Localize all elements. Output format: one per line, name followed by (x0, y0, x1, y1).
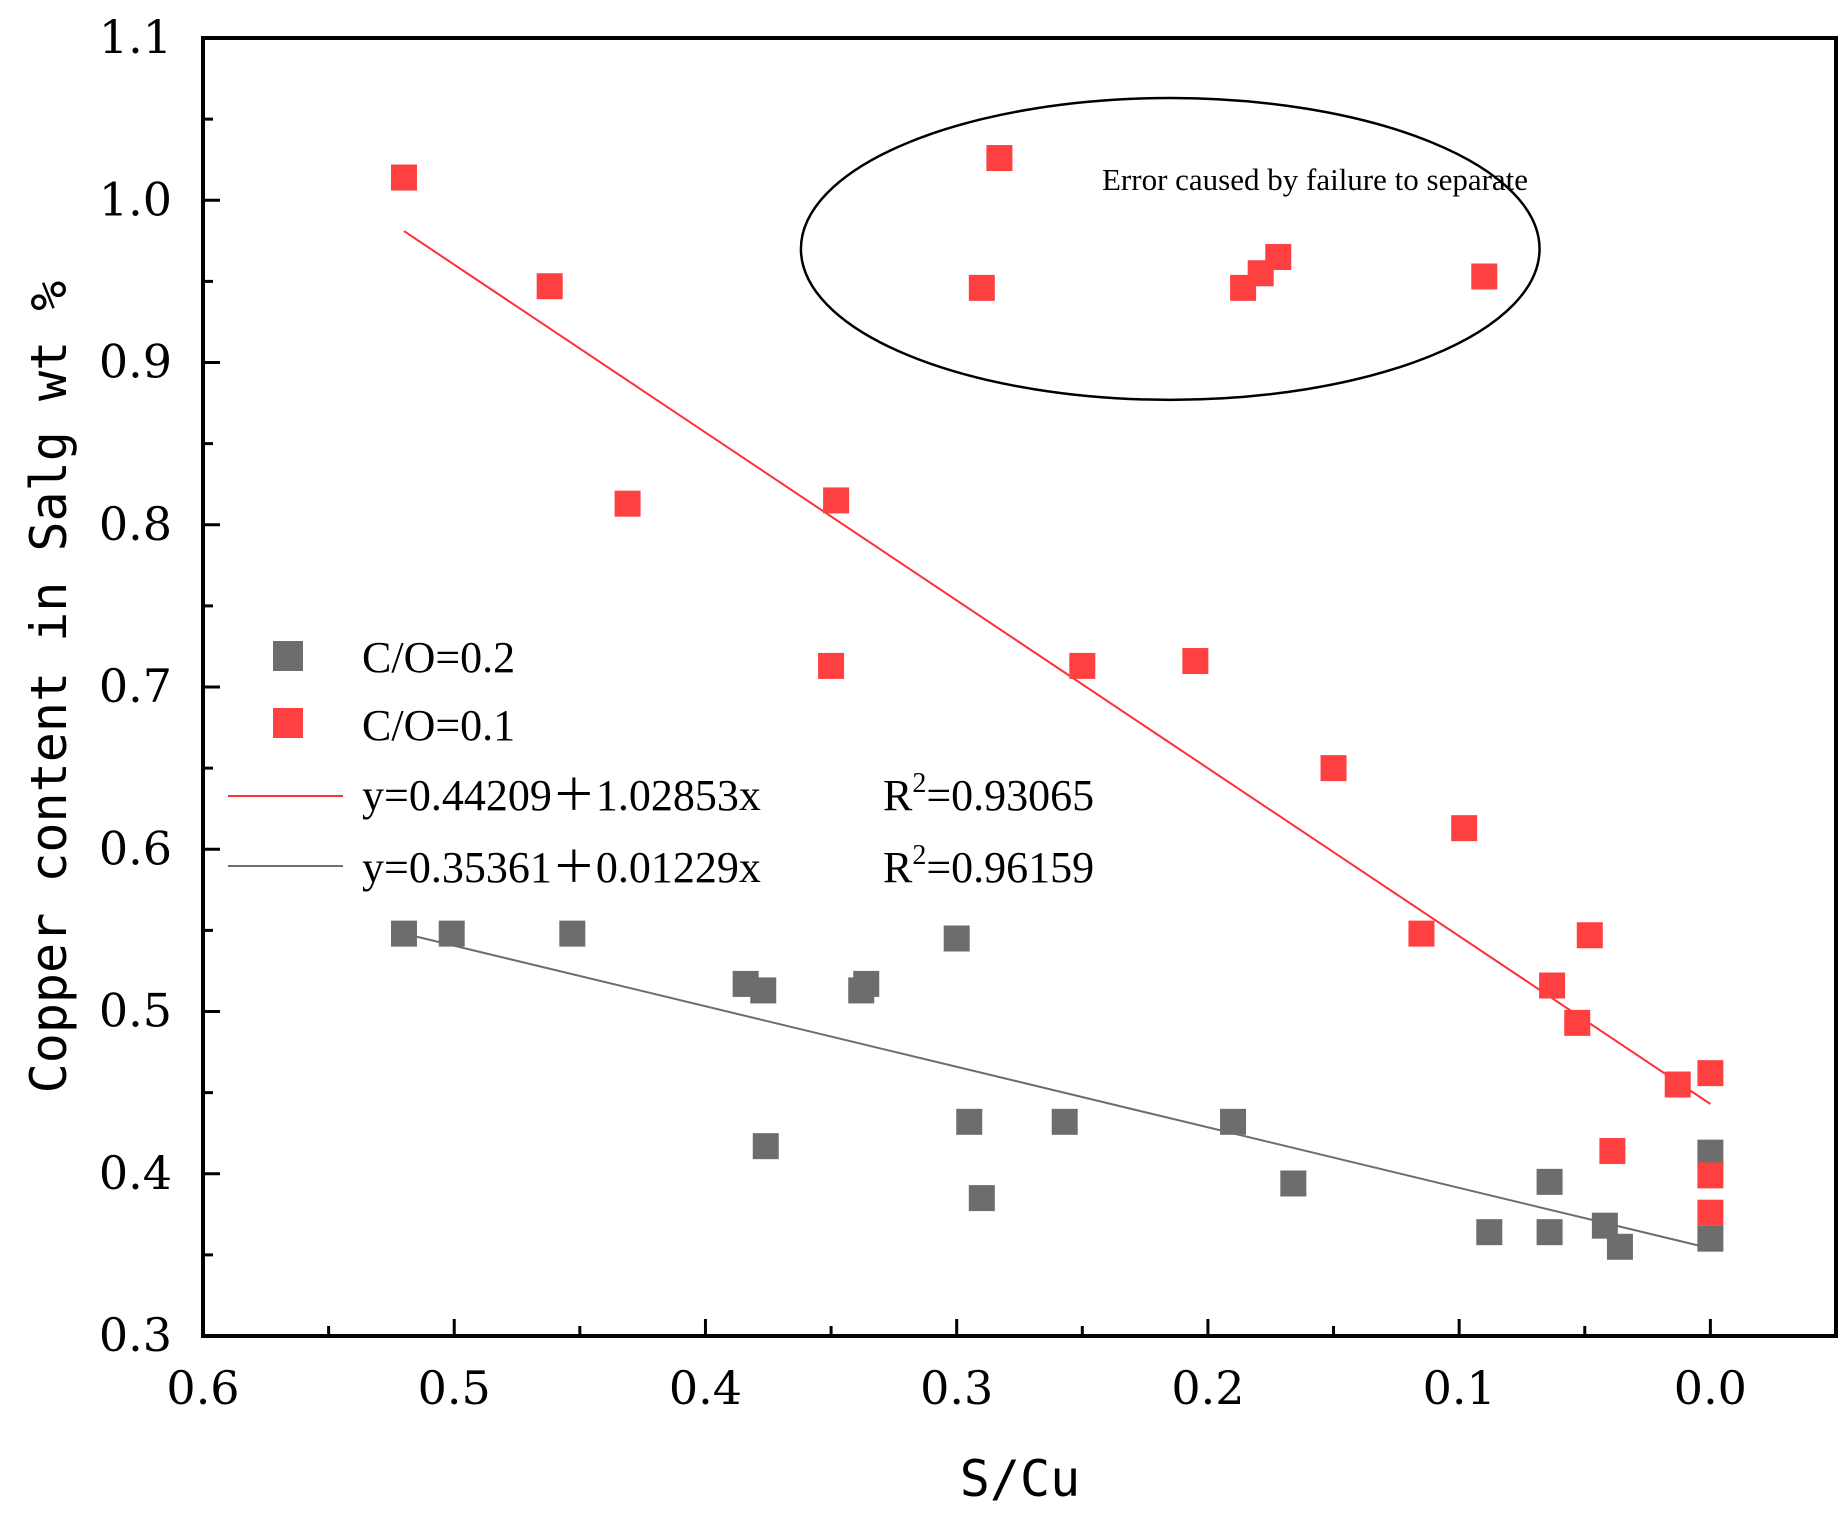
y-tick-label: 0.5 (99, 984, 172, 1038)
y-axis-title: Copper content in Salg wt % (20, 281, 78, 1094)
y-tick-label: 0.6 (99, 821, 172, 875)
y-tick-label: 0.9 (99, 335, 172, 389)
data-point-red (968, 274, 995, 301)
data-point-gray (390, 920, 417, 947)
data-point-red (1320, 755, 1347, 782)
legend-label-gray: C/O=0.2 (362, 633, 515, 682)
data-point-gray (1280, 1170, 1307, 1197)
data-point-red (1697, 1199, 1724, 1226)
x-tick-label: 0.3 (920, 1361, 993, 1415)
data-point-gray (752, 1133, 779, 1160)
legend-fit-equation-gray: y=0.35361＋0.01229x (362, 843, 761, 892)
series-red-points (390, 145, 1724, 1226)
x-tick-label: 0.6 (166, 1361, 239, 1415)
data-point-gray (1697, 1225, 1724, 1252)
x-tick-label: 0.5 (418, 1361, 491, 1415)
data-point-red (1664, 1071, 1691, 1098)
x-tick-labels: 0.6 0.5 0.4 0.3 0.2 0.1 0.0 (166, 1361, 1747, 1415)
data-point-red (614, 490, 641, 517)
data-point-gray (1476, 1219, 1503, 1246)
legend-marker-gray (273, 641, 303, 671)
y-tick-label: 1.1 (99, 10, 172, 64)
y-tick-label: 1.0 (99, 172, 172, 226)
data-point-red (823, 487, 850, 514)
annotation-text: Error caused by failure to separate (1102, 162, 1528, 197)
legend-marker-red (273, 708, 303, 738)
data-point-gray (438, 920, 465, 947)
fit-line-gray (403, 932, 1711, 1250)
legend-fit-r2-red: R2=0.93065 (883, 768, 1094, 820)
y-tick-label: 0.3 (99, 1308, 172, 1362)
data-point-red (1697, 1162, 1724, 1189)
x-tick-label: 0.2 (1171, 1361, 1244, 1415)
data-point-red (1539, 972, 1566, 999)
data-point-gray (1051, 1108, 1078, 1135)
data-point-red (1471, 263, 1498, 290)
x-axis-title: S/Cu (960, 1450, 1080, 1508)
data-point-gray (750, 977, 777, 1004)
data-point-gray (1697, 1139, 1724, 1166)
y-tick-labels: 0.3 0.4 0.5 0.6 0.7 0.8 0.9 1.0 1.1 (99, 10, 172, 1362)
data-point-gray (956, 1108, 983, 1135)
data-point-red (1599, 1138, 1626, 1165)
fit-line-red (403, 230, 1711, 1105)
y-tick-label: 0.4 (99, 1146, 172, 1200)
data-point-red (1182, 648, 1209, 675)
annotation-ellipse (799, 96, 1541, 402)
legend-fit-equation-red: y=0.44209＋1.02853x (362, 771, 761, 820)
x-tick-label: 0.0 (1674, 1361, 1747, 1415)
x-tick-label: 0.4 (669, 1361, 742, 1415)
series-gray-points (390, 920, 1724, 1260)
data-point-gray (559, 920, 586, 947)
data-point-gray (1220, 1108, 1247, 1135)
data-point-gray (1536, 1219, 1563, 1246)
y-tick-label: 0.7 (99, 659, 172, 713)
data-point-gray (943, 925, 970, 952)
data-point-red (986, 145, 1013, 172)
data-point-red (1451, 815, 1478, 842)
data-point-gray (1606, 1233, 1633, 1260)
axis-ticks (201, 36, 1838, 1338)
data-point-red (1265, 244, 1292, 271)
data-point-red (390, 164, 417, 191)
data-point-gray (848, 977, 875, 1004)
data-point-red (1697, 1060, 1724, 1087)
data-point-red (1564, 1009, 1591, 1036)
x-tick-label: 0.1 (1423, 1361, 1496, 1415)
data-point-red (536, 273, 563, 300)
legend-label-red: C/O=0.1 (362, 701, 515, 750)
data-point-gray (968, 1185, 995, 1212)
data-point-gray (1536, 1168, 1563, 1195)
data-point-red (1069, 652, 1096, 679)
data-point-red (818, 652, 845, 679)
y-tick-label: 0.8 (99, 497, 172, 551)
data-point-red (1408, 920, 1435, 947)
legend: C/O=0.2 C/O=0.1 y=0.44209＋1.02853x R2=0.… (228, 633, 1094, 892)
legend-fit-r2-gray: R2=0.96159 (883, 840, 1094, 892)
data-point-red (1576, 922, 1603, 949)
